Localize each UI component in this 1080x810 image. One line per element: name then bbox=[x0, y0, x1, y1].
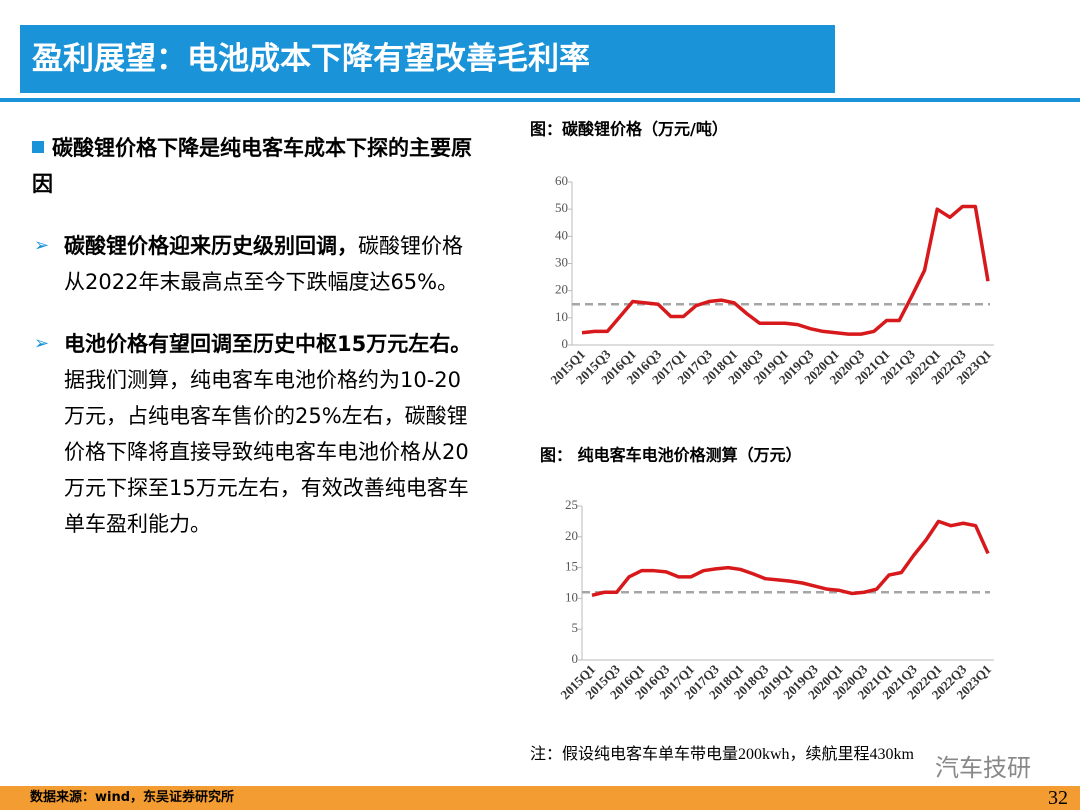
y-tick-label: 40 bbox=[555, 227, 568, 242]
data-line bbox=[591, 519, 990, 598]
y-tick-label: 25 bbox=[565, 497, 578, 512]
note: 注：假设纯电客车单车带电量200kwh，续航里程430km bbox=[530, 746, 915, 763]
y-tick-label: 60 bbox=[555, 173, 568, 188]
y-tick-label: 0 bbox=[562, 336, 569, 351]
heading: 碳酸锂价格下降是纯电客车成本下探的主要原因 bbox=[32, 130, 482, 202]
text-column: 碳酸锂价格下降是纯电客车成本下探的主要原因 碳酸锂价格迎来历史级别回调，碳酸锂价… bbox=[32, 130, 482, 542]
watermark: 汽车技研 bbox=[935, 754, 1031, 782]
footer: 数据来源：wind，东吴证券研究所 32 bbox=[0, 786, 1080, 810]
y-tick-label: 10 bbox=[565, 589, 578, 604]
y-tick-label: 20 bbox=[565, 528, 578, 543]
point-bold: 碳酸锂价格迎来历史级别回调， bbox=[64, 234, 358, 258]
point: 碳酸锂价格迎来历史级别回调，碳酸锂价格从2022年末最高点至今下跌幅度达65%。 bbox=[32, 228, 482, 300]
y-tick-label: 15 bbox=[565, 559, 578, 574]
y-tick-label: 30 bbox=[555, 254, 568, 269]
y-tick-label: 50 bbox=[555, 200, 568, 215]
point-bold: 电池价格有望回调至历史中枢15万元左右。 bbox=[64, 332, 472, 356]
chart-title: 图：碳酸锂价格（万元/吨） bbox=[530, 120, 728, 139]
chart-title: 图： 纯电客车电池价格测算（万元） bbox=[540, 446, 802, 465]
y-tick-label: 5 bbox=[572, 620, 579, 635]
data-line bbox=[581, 204, 990, 336]
charts: 图：碳酸锂价格（万元/吨）01020304050602015Q12015Q320… bbox=[530, 120, 994, 703]
rule bbox=[0, 98, 1080, 102]
point-text: 碳酸锂价格从2022年末最高点至今下跌幅度达65%。 bbox=[64, 234, 463, 294]
page-number: 32 bbox=[1048, 787, 1068, 809]
source: 数据来源：wind，东吴证券研究所 bbox=[30, 790, 235, 805]
point: 电池价格有望回调至历史中枢15万元左右。据我们测算，纯电客车电池价格约为10-2… bbox=[32, 326, 482, 542]
point-text: 据我们测算，纯电客车电池价格约为10-20万元，占纯电客车售价的25%左右，碳酸… bbox=[64, 368, 469, 536]
title: 盈利展望：电池成本下降有望改善毛利率 bbox=[20, 25, 835, 93]
y-tick-label: 10 bbox=[555, 309, 568, 324]
y-tick-label: 20 bbox=[555, 282, 568, 297]
y-tick-label: 0 bbox=[572, 651, 579, 666]
